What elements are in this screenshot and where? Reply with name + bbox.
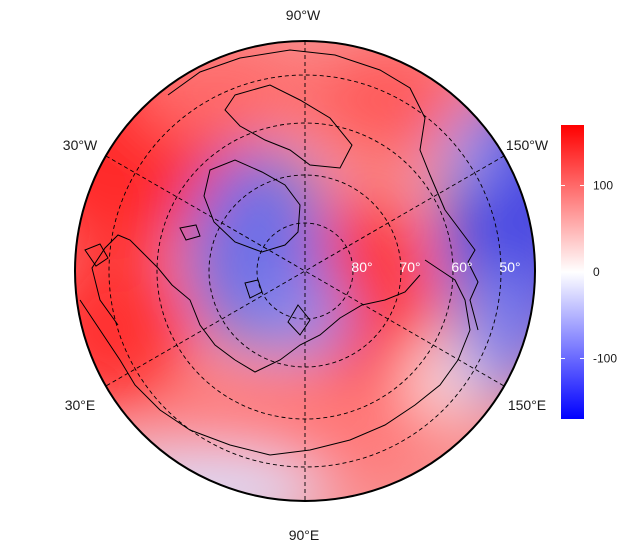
- colorbar-tick-label-neg100: -100: [593, 351, 617, 365]
- colorbar: 100 0 -100: [561, 125, 617, 419]
- lat-label-50: 50°: [499, 259, 520, 275]
- map-boundary: [74, 40, 536, 502]
- lon-label-150e: 150°E: [508, 397, 546, 413]
- lat-label-80: 80°: [351, 259, 372, 275]
- iceland-coast: [179, 224, 201, 241]
- siberia-coast: [234, 274, 421, 373]
- asia-inland: [269, 359, 459, 456]
- lon-label-90w: 90°W: [286, 7, 321, 23]
- lon-label-90e: 90°E: [289, 527, 320, 543]
- british-isles-coast: [84, 243, 109, 267]
- colorbar-tick-label-0: 0: [593, 265, 600, 279]
- lon-label-30w: 30°W: [63, 137, 98, 153]
- colorbar-ticks: 100 0 -100: [561, 179, 617, 365]
- lon-label-150w: 150°W: [506, 137, 549, 153]
- coastlines: [79, 49, 479, 456]
- eastern-asia-coast: [424, 259, 471, 361]
- novaya-zemlya-coast: [287, 304, 311, 336]
- lat-label-60: 60°: [451, 259, 472, 275]
- scandinavia-coast: [91, 234, 236, 361]
- north-america-coast: [167, 49, 446, 211]
- lon-label-30e: 30°E: [65, 397, 96, 413]
- parallel-50: [108, 74, 502, 468]
- canadian-archipelago-coast: [224, 84, 353, 169]
- colorbar-tick-label-100: 100: [593, 179, 613, 193]
- anomaly-field: [75, 41, 535, 501]
- colorbar-gradient: [561, 125, 584, 419]
- graticule: [105, 41, 505, 501]
- lat-label-70: 70°: [399, 259, 420, 275]
- europe-coast: [79, 299, 271, 456]
- alaska-coast: [444, 209, 479, 331]
